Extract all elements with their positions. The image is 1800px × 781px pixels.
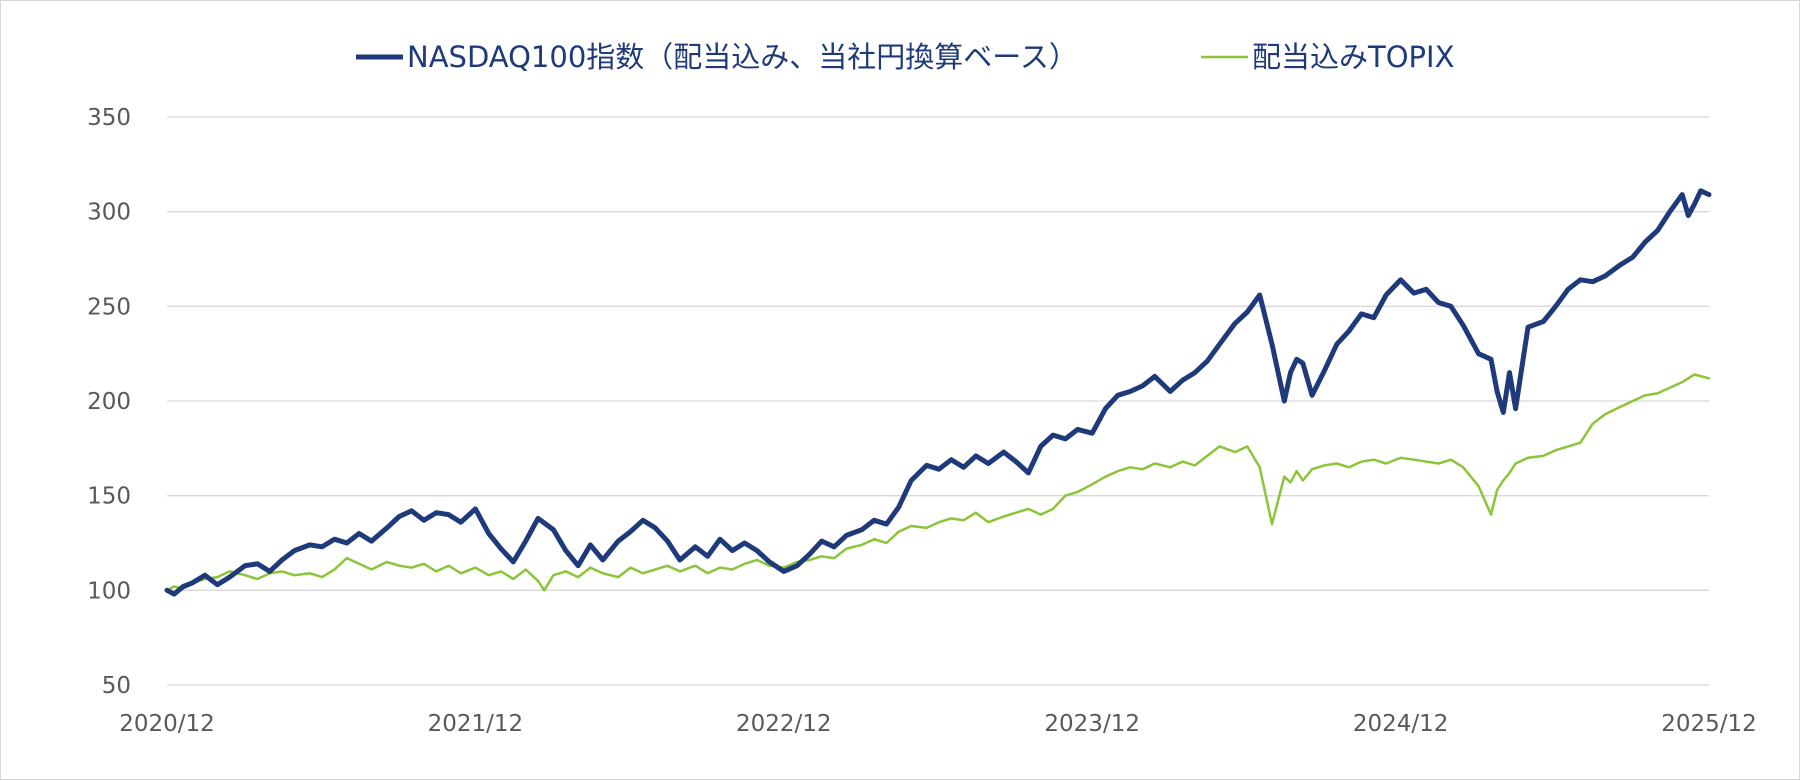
axis-labels: 50 100 150 200 250 300 350 2020/12 2021/12 2022/1… [87,105,1757,737]
y-tick-label: 250 [87,294,131,320]
y-tick-label: 350 [87,105,131,131]
x-tick-label: 2021/12 [428,711,524,737]
x-tick-label: 2022/12 [736,711,832,737]
legend-label-nasdaq100: NASDAQ100指数（配当込み、当社円換算ベース） [407,40,1078,74]
series-line-nasdaq100 [164,188,1712,597]
x-tick-label: 2023/12 [1044,711,1140,737]
series-lines [164,188,1712,597]
series-line-topix [165,373,1711,592]
y-tick-label: 200 [87,389,131,415]
grid-lines [167,116,1709,686]
y-tick-label: 100 [87,578,131,604]
y-tick-label: 300 [87,200,131,226]
x-tick-label: 2020/12 [119,711,215,737]
legend: NASDAQ100指数（配当込み、当社円換算ベース） 配当込みTOPIX [356,40,1454,74]
y-tick-label: 150 [87,484,131,510]
x-tick-label: 2025/12 [1661,711,1757,737]
legend-label-topix: 配当込みTOPIX [1252,40,1454,74]
x-tick-label: 2024/12 [1353,711,1449,737]
y-tick-label: 50 [102,673,131,699]
